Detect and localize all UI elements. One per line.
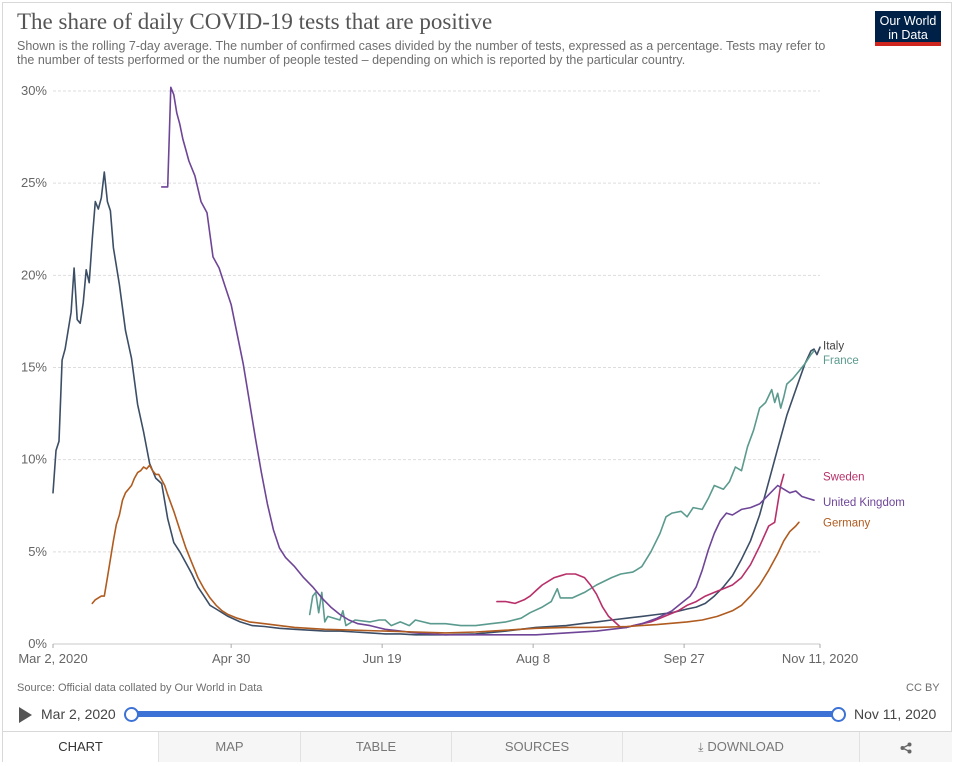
series-labels: Italy France Sweden United Kingdom Germany <box>823 340 905 529</box>
y-tick-label: 15% <box>21 360 47 375</box>
x-tick-label: Jun 19 <box>363 651 402 666</box>
series-line-united-kingdom[interactable] <box>160 86 815 636</box>
y-tick-label: 25% <box>21 175 47 190</box>
logo-line-1: Our World <box>879 14 937 28</box>
y-tick-label: 20% <box>21 267 47 282</box>
series-label[interactable]: France <box>823 355 859 367</box>
tab-table-label: TABLE <box>355 739 397 754</box>
x-tick-label: Apr 30 <box>212 651 250 666</box>
chart-subtitle: Shown is the rolling 7-day average. The … <box>17 39 826 67</box>
download-icon: ⤓ <box>698 740 704 754</box>
series-label[interactable]: United Kingdom <box>823 497 905 509</box>
line-chart: 0% 5% 10% 15% 20% 25% 30% Italy France Sweden Uni… <box>18 83 905 666</box>
tab-share[interactable] <box>859 732 952 762</box>
x-tick-label: Sep 27 <box>664 651 705 666</box>
tab-table[interactable]: TABLE <box>300 732 451 762</box>
owid-logo[interactable]: Our World in Data <box>875 11 941 46</box>
x-tick-label: Aug 8 <box>516 651 550 666</box>
series-line-germany[interactable] <box>91 464 800 634</box>
series-label[interactable]: Germany <box>823 517 871 529</box>
license-link[interactable]: CC BY <box>906 682 940 694</box>
series-line-france[interactable] <box>308 350 815 627</box>
play-icon[interactable] <box>19 707 32 723</box>
timeline-start-label: Mar 2, 2020 <box>41 706 116 722</box>
grid-lines: 0% 5% 10% 15% 20% 25% 30% <box>21 83 820 651</box>
tab-chart-label: CHART <box>58 739 103 754</box>
logo-line-2: in Data <box>888 28 928 42</box>
timeline-start-handle[interactable] <box>124 707 139 722</box>
series-lines <box>52 86 821 636</box>
y-tick-label: 10% <box>21 452 47 467</box>
tab-bar: CHART MAP TABLE SOURCES ⤓ DOWNLOAD <box>3 731 952 762</box>
x-axis: Mar 2, 2020 Apr 30 Jun 19 Aug 8 Sep 27 Nov 11… <box>18 644 858 666</box>
y-tick-label: 0% <box>28 636 47 651</box>
tab-map-label: MAP <box>215 739 244 754</box>
timeline: Mar 2, 2020 Nov 11, 2020 <box>0 700 956 730</box>
series-line-sweden[interactable] <box>496 473 785 629</box>
y-tick-label: 5% <box>28 544 47 559</box>
source-note: Source: Official data collated by Our Wo… <box>17 682 263 694</box>
y-tick-label: 30% <box>21 83 47 98</box>
x-tick-label: Nov 11, 2020 <box>782 651 858 666</box>
series-line-italy[interactable] <box>52 171 821 636</box>
tab-sources-label: SOURCES <box>504 739 570 754</box>
series-label[interactable]: Italy <box>823 340 844 352</box>
timeline-track[interactable] <box>132 711 839 717</box>
x-tick-label: Mar 2, 2020 <box>18 651 87 666</box>
timeline-end-handle[interactable] <box>831 707 846 722</box>
chart-title: The share of daily COVID-19 tests that a… <box>17 9 493 34</box>
timeline-end-label: Nov 11, 2020 <box>854 706 937 722</box>
tab-sources[interactable]: SOURCES <box>451 732 622 762</box>
series-label[interactable]: Sweden <box>823 471 865 483</box>
tab-map[interactable]: MAP <box>158 732 300 762</box>
tab-download[interactable]: ⤓ DOWNLOAD <box>622 732 859 762</box>
tab-chart[interactable]: CHART <box>3 732 158 762</box>
tab-download-label: DOWNLOAD <box>707 739 784 754</box>
share-icon <box>900 742 912 754</box>
